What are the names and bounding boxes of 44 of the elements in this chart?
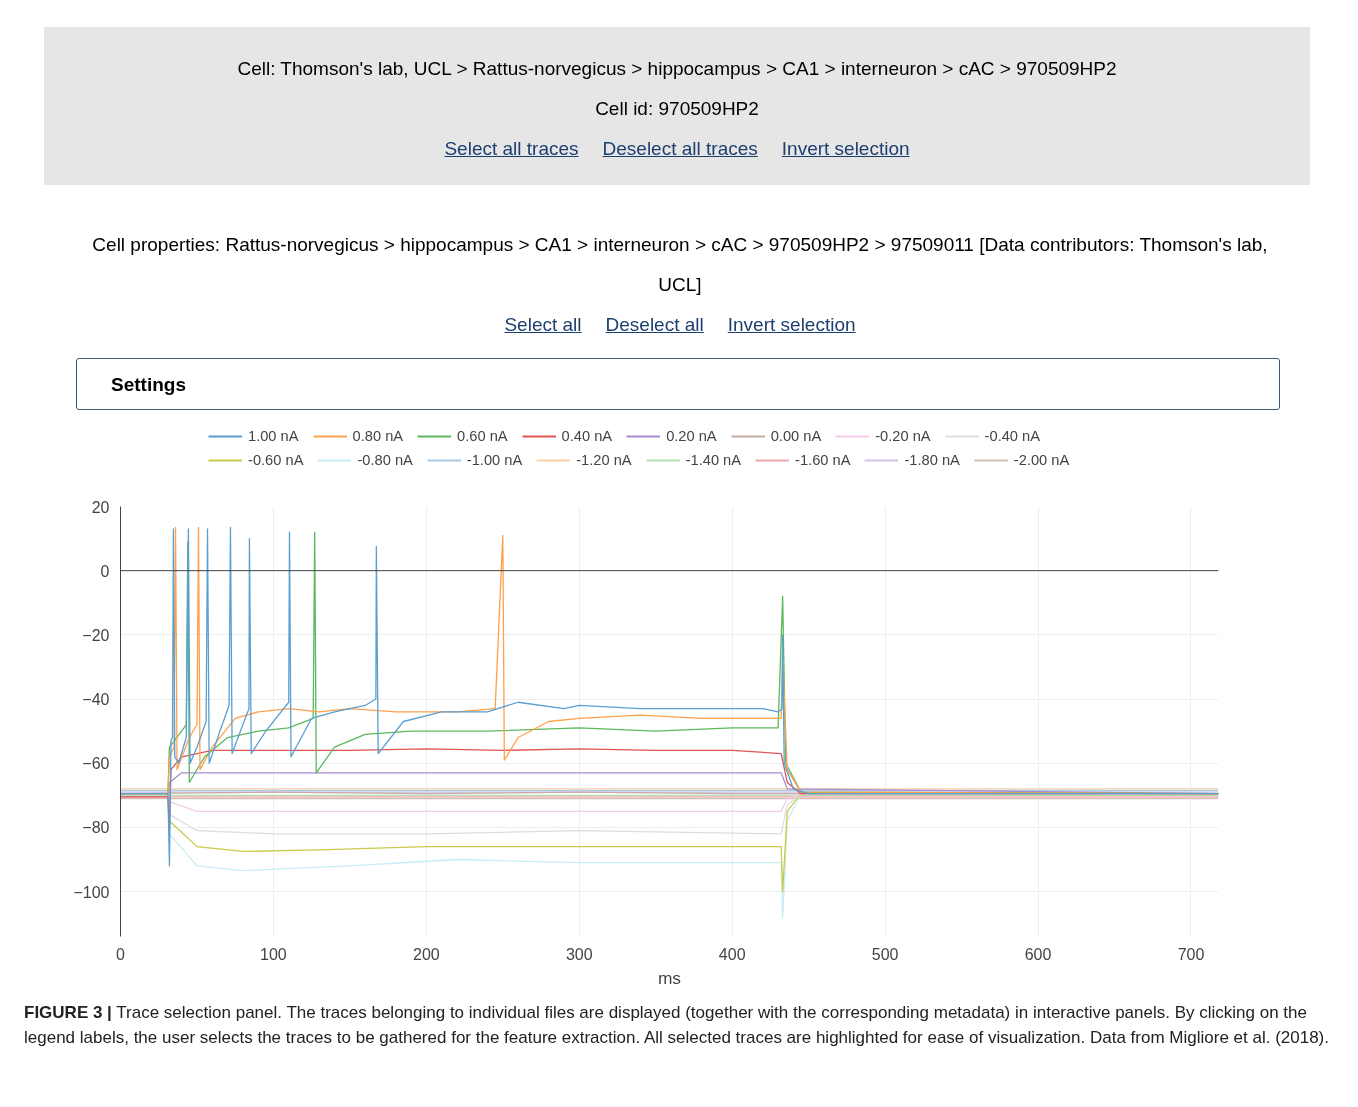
legend-label: 0.60 nA <box>457 428 508 444</box>
legend-label: -1.00 nA <box>466 452 523 468</box>
y-tick-label: −40 <box>82 691 110 709</box>
y-tick-label: −80 <box>82 819 110 837</box>
y-tick-label: −60 <box>82 755 110 773</box>
text: Cell properties: Rattus-norvegicus > hippocampus > CA1 > interneuron > cAC > 970509HP2 > 97509011 [Data contributors: Thomson's lab, UCL] <box>91 233 1269 297</box>
legend-label: -0.60 nA <box>248 452 304 468</box>
text: Deselect all traces <box>602 138 758 159</box>
text: Select all <box>504 314 582 335</box>
text: Settings <box>76 358 1280 410</box>
text: Select all traces <box>444 138 579 159</box>
x-tick-label: 500 <box>871 945 899 963</box>
legend-label: 1.00 nA <box>248 428 299 444</box>
y-tick-label: −20 <box>82 626 110 644</box>
y-tick-label: 0 <box>100 562 110 580</box>
legend-label: -1.60 nA <box>795 452 851 468</box>
x-tick-label: 0 <box>116 945 126 963</box>
legend-label: 0.20 nA <box>666 428 717 444</box>
legend-label: -1.20 nA <box>576 452 632 468</box>
x-axis-title: ms <box>657 967 682 988</box>
y-tick-label: −100 <box>73 883 110 901</box>
legend-label: -0.20 nA <box>875 428 931 444</box>
x-tick-label: 400 <box>718 945 746 963</box>
legend-label: -1.80 nA <box>904 452 960 468</box>
x-tick-label: 100 <box>260 945 287 963</box>
x-tick-label: 300 <box>565 945 593 963</box>
text: Invert selection <box>727 314 856 335</box>
y-tick-label: 20 <box>91 498 110 516</box>
legend-label: -1.40 nA <box>685 452 742 468</box>
chart-title: Cell: Thomson's lab, UCL > Rattus-norvegicus > hippocampus > CA1 > interneuron > cAC > 970509HP2 <box>236 57 1118 81</box>
legend-label: 0.40 nA <box>561 428 613 444</box>
x-tick-label: 600 <box>1024 945 1052 963</box>
legend-label: -2.00 nA <box>1013 452 1070 468</box>
legend-label: 0.00 nA <box>770 428 822 444</box>
x-tick-label: 200 <box>413 945 440 963</box>
text: Invert selection <box>781 138 910 159</box>
legend-label: -0.80 nA <box>357 452 413 468</box>
chart-subtitle: Cell id: 970509HP2 <box>594 97 760 121</box>
legend-label: 0.80 nA <box>352 428 404 444</box>
line-series <box>120 526 1219 867</box>
x-tick-label: 700 <box>1177 945 1205 963</box>
legend-label: -0.40 nA <box>984 428 1040 444</box>
caption: FIGURE 3 | Trace selection panel. The traces belonging to individual files are displayed (together with the corresponding metadata) in interactive panels. By clicking on the legend labels, the user selects the traces to be gathered for the feature extraction. All selected traces are highlighted for ease of visualization. Data from Migliore et al. (2018). <box>24 1002 1330 1049</box>
text: Deselect all <box>605 314 704 335</box>
